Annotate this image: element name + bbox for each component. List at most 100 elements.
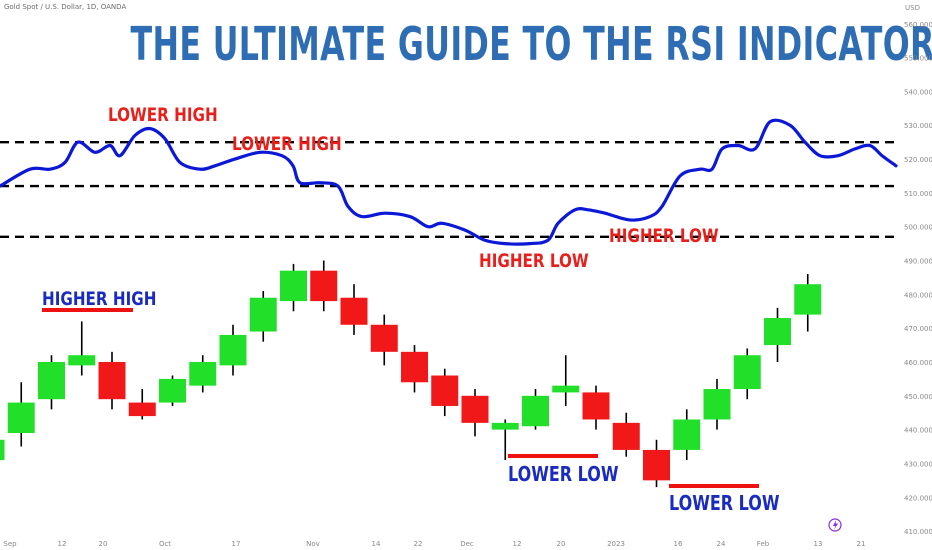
candle	[38, 355, 65, 410]
y-tick-label: 560.000	[904, 21, 932, 29]
candle	[370, 314, 398, 366]
candle	[552, 355, 580, 406]
candle-body	[673, 419, 701, 450]
candle	[461, 389, 489, 437]
candle	[128, 389, 156, 420]
candle-body	[733, 355, 761, 390]
candle-body	[0, 439, 5, 461]
x-tick-label: 12	[513, 540, 522, 548]
candle	[491, 419, 519, 461]
chart-source-label: Gold Spot / U.S. Dollar, 1D, OANDA	[4, 3, 127, 11]
candle-body	[401, 351, 428, 383]
candle	[764, 307, 791, 362]
candle-body	[643, 449, 670, 481]
candle	[189, 355, 217, 393]
y-tick-label: 530.000	[904, 122, 932, 130]
candle-body	[310, 270, 338, 302]
candle	[733, 348, 761, 400]
x-tick-label: Sep	[3, 540, 17, 548]
flash-icon[interactable]	[828, 518, 842, 532]
candle-body	[522, 395, 549, 427]
candle	[673, 409, 701, 461]
label-higher-low-1: HIGHER LOW	[479, 250, 589, 272]
candle-body	[280, 270, 307, 302]
y-tick-label: 480.000	[904, 291, 932, 299]
x-tick-label: 24	[717, 540, 726, 548]
candle	[219, 324, 247, 376]
candle-body	[219, 334, 247, 366]
candle-body	[491, 422, 519, 430]
x-tick-label: 12	[58, 540, 67, 548]
candle	[310, 260, 338, 312]
candle	[643, 439, 670, 488]
x-tick-label: Nov	[306, 540, 320, 548]
candle	[0, 439, 5, 461]
y-tick-label: 520.000	[904, 156, 932, 164]
x-tick-label: 13	[814, 540, 823, 548]
candle-body	[189, 361, 217, 386]
x-tick-label: Oct	[159, 540, 171, 548]
candle	[582, 385, 610, 430]
x-tick-label: 22	[414, 540, 423, 548]
y-tick-label: 470.000	[904, 325, 932, 333]
candle-body	[38, 361, 65, 400]
candle-body	[159, 378, 186, 403]
candle-body	[794, 284, 822, 315]
candle	[280, 263, 307, 312]
candle	[612, 412, 640, 457]
x-tick-label: 16	[674, 540, 683, 548]
candle	[522, 389, 549, 430]
candle	[794, 274, 822, 332]
x-tick-label: 14	[372, 540, 381, 548]
x-tick-label: 17	[232, 540, 241, 548]
candle-body	[764, 318, 791, 346]
candle-body	[703, 389, 731, 420]
candle-body	[128, 402, 156, 417]
candle	[159, 375, 186, 406]
candle-body	[431, 375, 459, 406]
candle	[98, 351, 126, 410]
label-lower-high-1: LOWER HIGH	[108, 104, 218, 126]
y-tick-label: 410.000	[904, 528, 932, 536]
candle-body	[340, 297, 368, 325]
y-tick-label: 420.000	[904, 494, 932, 502]
lower-low-2-overline	[669, 484, 759, 488]
label-lower-low-1: LOWER LOW	[508, 463, 619, 486]
y-tick-label: 490.000	[904, 258, 932, 266]
x-tick-label: Dec	[460, 540, 474, 548]
x-tick-label: 2023	[607, 540, 625, 548]
y-tick-label: 500.000	[904, 224, 932, 232]
candle-body	[249, 297, 277, 332]
candle-body	[68, 355, 96, 366]
candle	[401, 345, 428, 393]
candle-body	[612, 422, 640, 450]
y-tick-label: 510.000	[904, 190, 932, 198]
higher-high-underline	[42, 308, 133, 312]
candle	[703, 378, 731, 430]
y-tick-label: 540.000	[904, 88, 932, 96]
x-tick-label: Feb	[757, 540, 770, 548]
candle	[249, 290, 277, 342]
candle-body	[461, 395, 489, 423]
label-higher-high: HIGHER HIGH	[42, 288, 156, 310]
page-title: THE ULTIMATE GUIDE TO THE RSI INDICATOR	[130, 18, 932, 72]
candle	[7, 382, 35, 447]
currency-label: USD	[905, 4, 920, 12]
candle	[431, 368, 459, 417]
label-lower-low-2: LOWER LOW	[669, 492, 780, 515]
candle-body	[98, 361, 126, 400]
candle-body	[7, 402, 35, 434]
y-tick-label: 550.000	[904, 55, 932, 63]
candle	[68, 321, 96, 376]
candle	[340, 284, 368, 335]
rsi-line	[0, 118, 898, 246]
lower-low-1-overline	[508, 454, 598, 458]
candle-body	[582, 392, 610, 420]
candle-body	[370, 324, 398, 352]
x-tick-label: 20	[557, 540, 566, 548]
candle-body	[552, 385, 580, 393]
x-tick-label: 20	[99, 540, 108, 548]
y-tick-label: 430.000	[904, 460, 932, 468]
